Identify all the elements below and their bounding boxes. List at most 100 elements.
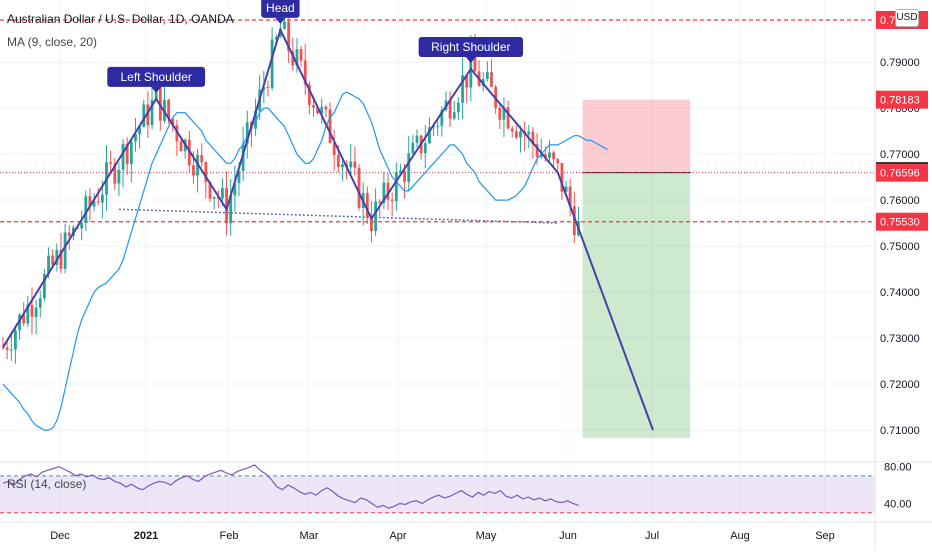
candle-body xyxy=(320,106,324,114)
ma-line xyxy=(2,91,608,431)
candle-body xyxy=(274,37,278,40)
candle-body xyxy=(332,142,336,156)
candle-body xyxy=(287,21,291,52)
candle-body xyxy=(490,72,493,87)
y-tick-label: 0.76000 xyxy=(880,195,920,207)
candle-body xyxy=(51,255,55,266)
price-label-text: 0.75530 xyxy=(880,217,920,229)
candle-body xyxy=(167,99,170,119)
candle-body xyxy=(403,170,406,182)
candles xyxy=(1,12,580,364)
candle-body xyxy=(96,201,100,203)
ma-indicator-legend[interactable]: MA (9, close, 20) xyxy=(7,35,98,49)
candle-body xyxy=(100,194,104,203)
candle-body xyxy=(527,131,531,135)
candle-body xyxy=(204,162,208,183)
rsi-tick-label: 40.00 xyxy=(884,499,912,511)
x-tick-label: Dec xyxy=(50,530,70,542)
candle-body xyxy=(485,72,489,79)
pattern-label-text: Left Shoulder xyxy=(120,70,191,84)
candle-body xyxy=(452,112,456,119)
pattern-label-text: Head xyxy=(266,1,295,15)
x-tick-label: Aug xyxy=(730,530,750,542)
candle-body xyxy=(436,125,440,127)
candle-body xyxy=(543,154,547,158)
candle-body xyxy=(14,330,17,350)
candle-body xyxy=(150,99,154,126)
candle-body xyxy=(84,196,88,223)
candle-body xyxy=(270,39,274,88)
candle-body xyxy=(1,347,5,349)
rsi-line xyxy=(2,464,579,509)
candle-body xyxy=(572,206,576,236)
candle-body xyxy=(336,155,340,168)
candle-body xyxy=(370,218,373,232)
candle-body xyxy=(299,49,303,61)
candle-body xyxy=(63,232,67,269)
candle-body xyxy=(328,109,332,143)
candle-body xyxy=(192,165,195,176)
candle-body xyxy=(411,142,415,154)
x-tick-label: Apr xyxy=(389,530,406,542)
candle-body xyxy=(519,131,522,138)
pattern-label-box xyxy=(418,37,524,57)
candle-body xyxy=(43,273,46,299)
candle-body xyxy=(423,143,427,154)
candle-body xyxy=(506,107,510,129)
head-and-shoulders-path xyxy=(2,27,654,431)
pattern-label: Head xyxy=(261,0,300,24)
candle-body xyxy=(26,304,30,324)
candle-body xyxy=(307,84,311,106)
candle-body xyxy=(448,100,452,119)
candle-body xyxy=(303,60,307,85)
currency-button[interactable]: USD xyxy=(895,9,919,27)
candle-body xyxy=(465,75,469,88)
x-tick-label: Feb xyxy=(220,530,239,542)
countdown-text: 45:31 xyxy=(886,183,911,194)
y-tick-label: 0.73000 xyxy=(880,333,920,345)
pattern-label-pointer xyxy=(151,86,162,93)
candle-body xyxy=(473,50,477,72)
candle-body xyxy=(47,255,50,274)
candle-body xyxy=(146,104,150,126)
candle-body xyxy=(208,182,212,199)
candle-body xyxy=(374,201,377,232)
candle-body xyxy=(80,222,84,229)
candle-body xyxy=(386,182,390,200)
candle-body xyxy=(498,107,502,120)
pattern-label: Right Shoulder xyxy=(418,37,524,63)
price-label-text: 0.76596 xyxy=(880,168,920,180)
candle-body xyxy=(531,131,535,145)
candle-body xyxy=(514,131,518,138)
rsi-indicator-legend[interactable]: RSI (14, close) xyxy=(7,477,87,491)
candle-body xyxy=(254,110,257,129)
rsi-tick-label: 80.00 xyxy=(884,462,912,474)
pattern-label-pointer xyxy=(465,57,476,63)
candle-body xyxy=(171,118,175,126)
candle-body xyxy=(142,104,146,127)
candle-body xyxy=(221,187,224,199)
candle-body xyxy=(365,193,369,219)
candle-body xyxy=(312,105,315,108)
candle-body xyxy=(291,51,295,66)
candle-body xyxy=(125,143,129,165)
x-tick-label: May xyxy=(476,530,497,542)
candle-body xyxy=(237,171,241,184)
candle-body xyxy=(55,249,59,266)
candle-body xyxy=(560,163,564,192)
candle-body xyxy=(34,307,38,317)
candle-body xyxy=(349,161,353,168)
candle-body xyxy=(59,249,63,269)
candle-body xyxy=(502,107,506,120)
candle-body xyxy=(225,187,228,224)
y-tick-label: 0.72000 xyxy=(880,379,920,391)
candle-body xyxy=(535,144,539,157)
take-profit-zone xyxy=(582,172,691,438)
candle-body xyxy=(30,304,34,317)
candle-body xyxy=(415,135,419,143)
candle-body xyxy=(316,107,320,114)
candle-body xyxy=(568,186,572,207)
candle-body xyxy=(92,201,96,207)
